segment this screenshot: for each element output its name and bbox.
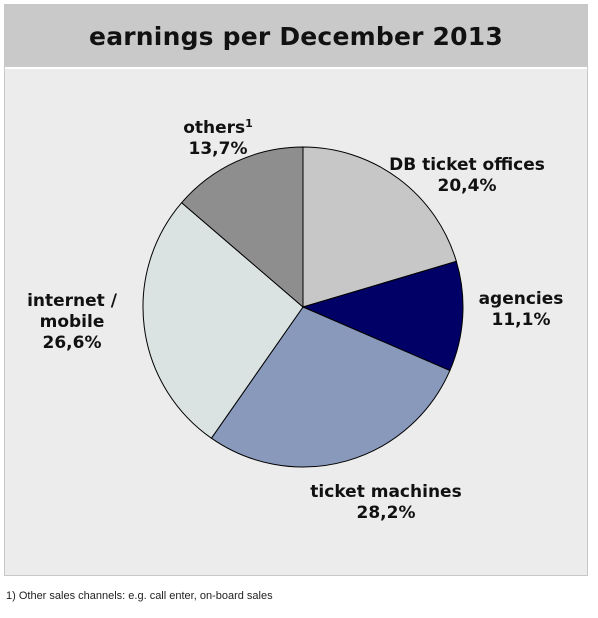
- chart-frame: earnings per December 2013 others1 13,7%…: [4, 4, 588, 576]
- pie-slice-internet-mobile: [142, 202, 304, 439]
- title-bar: earnings per December 2013: [5, 5, 587, 69]
- pie-slice-others: [180, 146, 304, 309]
- pie-slice-ticket-machines: [210, 306, 451, 468]
- slice-label-ticket-machines: ticket machines 28,2%: [310, 482, 462, 523]
- slice-label-internet-mobile: internet / mobile 26,6%: [27, 291, 117, 353]
- slice-label-agencies: agencies 11,1%: [478, 289, 564, 330]
- footnote: 1) Other sales channels: e.g. call enter…: [6, 590, 273, 602]
- slice-label-db-ticket-offices: DB ticket offices 20,4%: [389, 155, 545, 196]
- chart-title: earnings per December 2013: [89, 21, 503, 51]
- pie-slice-db-ticket-offices: [302, 146, 457, 308]
- pie-chart: [142, 146, 464, 468]
- pie-slice-agencies: [301, 260, 464, 372]
- slice-label-others: others1 13,7%: [183, 117, 253, 159]
